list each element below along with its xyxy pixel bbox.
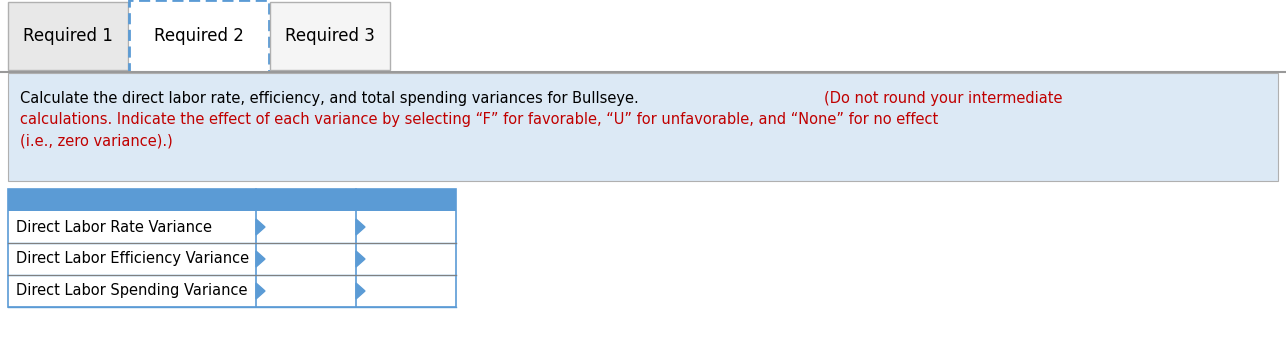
Text: (i.e., zero variance).): (i.e., zero variance).)	[21, 133, 172, 148]
Polygon shape	[256, 251, 265, 267]
Polygon shape	[256, 283, 265, 299]
Text: Direct Labor Efficiency Variance: Direct Labor Efficiency Variance	[15, 251, 249, 267]
Bar	[8, 189, 457, 211]
Text: Direct Labor Rate Variance: Direct Labor Rate Variance	[15, 219, 212, 234]
Polygon shape	[356, 251, 365, 267]
Text: Required 1: Required 1	[23, 27, 113, 45]
Bar	[129, 0, 269, 74]
Text: calculations. Indicate the effect of each variance by selecting “F” for favorabl: calculations. Indicate the effect of eac…	[21, 112, 939, 127]
Bar	[8, 73, 1278, 181]
Text: (Do not round your intermediate: (Do not round your intermediate	[824, 91, 1062, 106]
Polygon shape	[256, 219, 265, 235]
Text: Required 2: Required 2	[154, 27, 244, 45]
Bar	[8, 189, 457, 307]
Text: Required 3: Required 3	[285, 27, 376, 45]
Bar	[8, 2, 129, 70]
Bar	[270, 2, 390, 70]
Polygon shape	[356, 283, 365, 299]
Polygon shape	[356, 219, 365, 235]
Text: Calculate the direct labor rate, efficiency, and total spending variances for Bu: Calculate the direct labor rate, efficie…	[21, 91, 643, 106]
Text: Direct Labor Spending Variance: Direct Labor Spending Variance	[15, 284, 247, 298]
